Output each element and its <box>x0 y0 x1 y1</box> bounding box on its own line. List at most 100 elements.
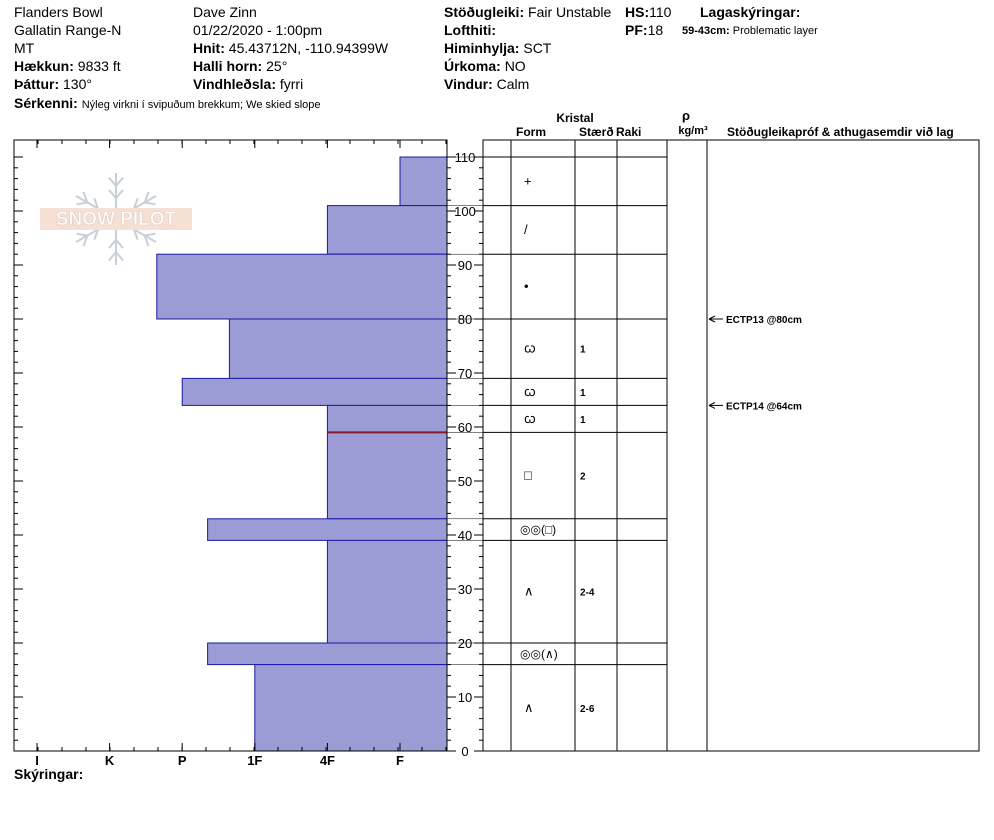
crystal-size: 2-4 <box>580 588 595 599</box>
layer-note-range: 59-43cm: <box>682 25 730 37</box>
test-label: ECTP14 @64cm <box>726 401 802 412</box>
hardness-bar <box>156 253 448 320</box>
legend-label: Skýringar: <box>14 766 84 782</box>
col-size: Stærð <box>579 125 614 139</box>
test-label: ECTP13 @80cm <box>726 315 802 326</box>
flake-branch <box>108 189 117 199</box>
precip: Úrkoma: NO <box>444 57 526 75</box>
hardness-tick-label: 4F <box>320 753 335 768</box>
wind-value: Calm <box>496 76 530 92</box>
depth-tick-label: 30 <box>458 582 472 597</box>
pf: PF:18 <box>625 21 663 39</box>
depth-tick-label: 40 <box>458 528 472 543</box>
crystal-size: 1 <box>580 388 586 399</box>
flake-branch <box>76 201 88 206</box>
watermark-band <box>40 208 192 230</box>
stability-value: Fair Unstable <box>528 4 612 20</box>
test-arrow-head <box>708 315 716 323</box>
wind-loading: Vindhleðsla: fyrri <box>193 75 303 93</box>
depth-tick-label: 110 <box>455 150 476 165</box>
crystal-form: + <box>524 173 532 188</box>
depth-tick-label: 100 <box>454 204 476 219</box>
depth-tick-label: 80 <box>458 312 472 327</box>
hs-label: HS: <box>625 4 650 20</box>
hardness-bar <box>228 318 448 379</box>
flake-branch <box>143 191 150 203</box>
hs-value: 110 <box>649 4 672 20</box>
crystal-form: ꞷ <box>524 411 536 426</box>
elevation-label: Hækkun: <box>14 58 74 74</box>
layer-note: 59-43cm: Problematic layer <box>682 22 818 40</box>
flake-branch <box>93 197 100 209</box>
coords-label: Hnit: <box>193 40 225 56</box>
crystal-form: ꞷ <box>524 341 536 356</box>
air-temp-label: Lofthiti: <box>444 22 497 38</box>
observer: Dave Zinn <box>193 4 257 20</box>
flake-branch <box>108 239 117 249</box>
crystal-form: ∧ <box>524 584 534 599</box>
crystal-size: 2 <box>580 472 586 483</box>
flake-branch <box>82 191 89 203</box>
hardness-axis: I K P 1F 4F F <box>13 140 447 768</box>
flake-branch <box>93 229 100 241</box>
crystal-table <box>482 139 980 752</box>
col-moisture: Raki <box>616 125 641 139</box>
slope-label: Halli horn: <box>193 58 263 74</box>
depth-tick-label: 0 <box>461 744 468 759</box>
depth-tick-label: 20 <box>458 636 472 651</box>
flake-branch <box>144 232 156 237</box>
hardness-tick-label: I <box>35 753 39 768</box>
hardness-bar <box>326 539 448 644</box>
hardness-bar <box>326 205 448 255</box>
hardness-tick-label: F <box>396 753 404 768</box>
crystal-form: / <box>524 222 528 237</box>
hardness-bar <box>399 156 448 207</box>
depth-tick-label: 70 <box>458 366 472 381</box>
hs: HS:110 <box>625 3 671 21</box>
depth-tick-label: 50 <box>458 474 472 489</box>
col-crystal: Kristal <box>556 111 593 125</box>
crystal-form: ꞷ <box>524 384 536 399</box>
crystal-size: 1 <box>580 415 586 426</box>
flake-branch <box>132 197 139 209</box>
crystal-size: 1 <box>580 345 586 356</box>
hardness-tick-label: 1F <box>247 753 262 768</box>
precip-value: NO <box>504 58 526 74</box>
stability-tests: ECTP13 @80cm ECTP14 @64cm <box>708 315 802 412</box>
features: Sérkenni: Nýleg virkni í svipuðum brekku… <box>14 94 321 114</box>
hardness-tick-label: K <box>105 753 115 768</box>
elevation-value: 9833 ft <box>77 58 121 74</box>
coords-value: 45.43712N, -110.94399W <box>228 40 389 56</box>
features-value: Nýleg virkni í svipuðum brekkum; We skie… <box>81 99 321 111</box>
slope: Halli horn: 25° <box>193 57 287 75</box>
location: Flanders Bowl <box>14 4 103 20</box>
col-density-unit: kg/m³ <box>678 125 708 137</box>
flake-branch <box>82 235 89 247</box>
crystal-form: ∧ <box>524 700 534 715</box>
wind-label: Vindur: <box>444 76 493 92</box>
hardness-bar <box>207 518 448 541</box>
precip-label: Úrkoma: <box>444 58 501 74</box>
crystal-form: ◎◎(∧) <box>520 647 558 661</box>
col-form: Form <box>516 125 546 139</box>
crystal-size: 2-6 <box>580 704 595 715</box>
flake-branch <box>108 251 117 262</box>
layer-notes-label: Lagaskýringar: <box>700 4 801 20</box>
hardness-tick-label: P <box>178 753 187 768</box>
flake-branch <box>115 239 124 249</box>
flake-branch <box>115 251 124 262</box>
aspect-value: 130° <box>63 76 92 92</box>
aspect: Þáttur: 130° <box>14 75 92 93</box>
layer-note-text: Problematic layer <box>732 25 818 37</box>
coords: Hnit: 45.43712N, -110.94399W <box>193 39 388 57</box>
hardness-bar <box>207 642 448 666</box>
datetime: 01/22/2020 - 1:00pm <box>193 22 323 38</box>
elevation: Hækkun: 9833 ft <box>14 57 121 75</box>
slope-value: 25° <box>266 58 288 74</box>
sky-value: SCT <box>523 40 552 56</box>
hardness-bar <box>326 404 448 520</box>
wind-loading-value: fyrri <box>279 76 304 92</box>
features-label: Sérkenni: <box>14 95 78 111</box>
crystal-form: ◎◎(□) <box>520 523 556 537</box>
